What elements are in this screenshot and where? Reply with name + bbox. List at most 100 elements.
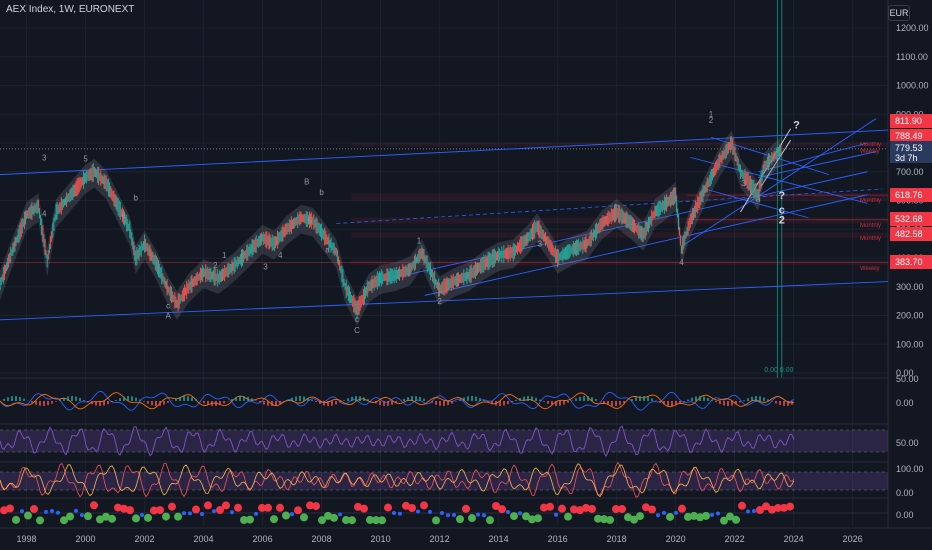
signal-dot xyxy=(534,514,542,523)
signal-dot xyxy=(84,512,92,521)
price-level-label: 482.58 xyxy=(895,229,923,239)
signal-dot xyxy=(150,506,158,515)
signal-dot xyxy=(666,512,674,521)
price-level-tag xyxy=(890,141,932,163)
signal-dot xyxy=(774,503,782,512)
signal-dot xyxy=(482,513,486,518)
wave-label: 2 xyxy=(437,297,442,306)
chart-title: AEX Index, 1W, EURONEXT xyxy=(6,4,135,15)
signal-dot xyxy=(300,513,308,522)
trendline xyxy=(758,151,877,178)
indicator-tick-label: 50.00 xyxy=(896,438,919,448)
signal-dot xyxy=(696,513,704,522)
trendline xyxy=(760,139,792,187)
signal-dot xyxy=(324,511,332,520)
indicator-tick-label: 50.00 xyxy=(896,374,919,384)
signal-dot xyxy=(506,510,510,515)
zone-tag: Monthly xyxy=(860,198,881,204)
signal-dot xyxy=(162,512,170,521)
signal-dot xyxy=(642,503,650,512)
wave-label: a xyxy=(756,195,761,204)
signal-dot xyxy=(738,501,746,510)
trendline-dashed xyxy=(336,188,883,224)
zone-tag: Weekly xyxy=(860,149,880,155)
signal-dot xyxy=(168,502,176,511)
signal-dot xyxy=(56,510,60,515)
signal-dot xyxy=(378,516,386,525)
signal-dot xyxy=(594,514,602,523)
signal-dot xyxy=(348,516,356,525)
signal-dot xyxy=(230,510,234,515)
trendline xyxy=(0,281,889,321)
signal-dot xyxy=(456,515,464,524)
wave-label: 2 xyxy=(213,261,218,270)
signal-dot xyxy=(618,504,626,513)
wave-label: 1 xyxy=(709,110,714,119)
signal-dot xyxy=(752,508,756,513)
signal-dot xyxy=(156,506,164,515)
price-tick-label: 100.00 xyxy=(896,339,924,349)
wave-label: a xyxy=(122,211,127,220)
signal-dot xyxy=(342,516,350,525)
price-level-label: 779.53 xyxy=(895,143,923,153)
signal-dot xyxy=(330,513,338,522)
wave-label: 3 xyxy=(263,263,268,272)
signal-dot xyxy=(0,506,8,515)
signal-dot xyxy=(582,503,590,512)
time-tick-label: 2026 xyxy=(843,534,863,544)
signal-dot xyxy=(486,516,494,525)
signal-dot xyxy=(408,503,416,512)
signal-dot xyxy=(80,513,84,518)
wave-label: c xyxy=(355,315,359,324)
signal-dot xyxy=(338,512,342,517)
signal-dot xyxy=(366,515,374,524)
price-level-label: 532.68 xyxy=(895,214,923,224)
signal-dot xyxy=(290,512,294,517)
signal-dot xyxy=(746,509,750,514)
price-tick-label: 0.00 xyxy=(896,368,914,378)
price-zone xyxy=(351,143,888,147)
signal-dot xyxy=(312,502,320,511)
time-tick-label: 2020 xyxy=(666,534,686,544)
signal-dot xyxy=(612,504,620,513)
currency-button[interactable]: EUR xyxy=(888,5,910,21)
signal-dot xyxy=(678,504,686,513)
trendline xyxy=(740,128,792,213)
wave-label: B xyxy=(304,178,309,187)
time-axis[interactable]: 1998 2000 2002 2004 2006 2008 2010 2012 2014 2016… xyxy=(17,534,863,544)
trendline xyxy=(681,118,877,247)
signal-dot xyxy=(144,513,152,522)
signal-dot xyxy=(30,505,38,514)
signal-dot xyxy=(768,505,776,514)
signal-dot xyxy=(12,515,20,524)
stoch-d xyxy=(0,463,795,498)
signal-dot xyxy=(24,511,32,520)
wave-label: 2 xyxy=(779,215,785,227)
signal-dot xyxy=(588,504,596,513)
signal-dot xyxy=(246,515,254,524)
signal-dot xyxy=(416,509,420,514)
price-level-tag xyxy=(890,227,932,241)
signal-dot xyxy=(420,501,428,510)
signal-dot xyxy=(318,516,326,525)
signal-dot xyxy=(264,503,272,512)
indicator-tick-label: 0.00 xyxy=(896,398,914,408)
countdown-label: 3d 7h xyxy=(895,153,918,163)
signal-dot xyxy=(452,513,456,518)
price-tick-label: 700.00 xyxy=(896,167,924,177)
signal-dot xyxy=(114,503,122,512)
signal-dot xyxy=(96,515,104,524)
wave-label: C xyxy=(354,326,360,335)
signal-dot xyxy=(282,511,290,520)
time-tick-label: 2004 xyxy=(194,534,214,544)
price-level-tag xyxy=(890,255,932,269)
signal-dot xyxy=(216,506,224,515)
time-tick-label: 2000 xyxy=(76,534,96,544)
time-tick-label: 2024 xyxy=(784,534,804,544)
signal-dot xyxy=(462,504,470,513)
signal-dot xyxy=(140,512,144,517)
signal-dot xyxy=(254,511,258,516)
time-tick-label: 2022 xyxy=(725,534,745,544)
